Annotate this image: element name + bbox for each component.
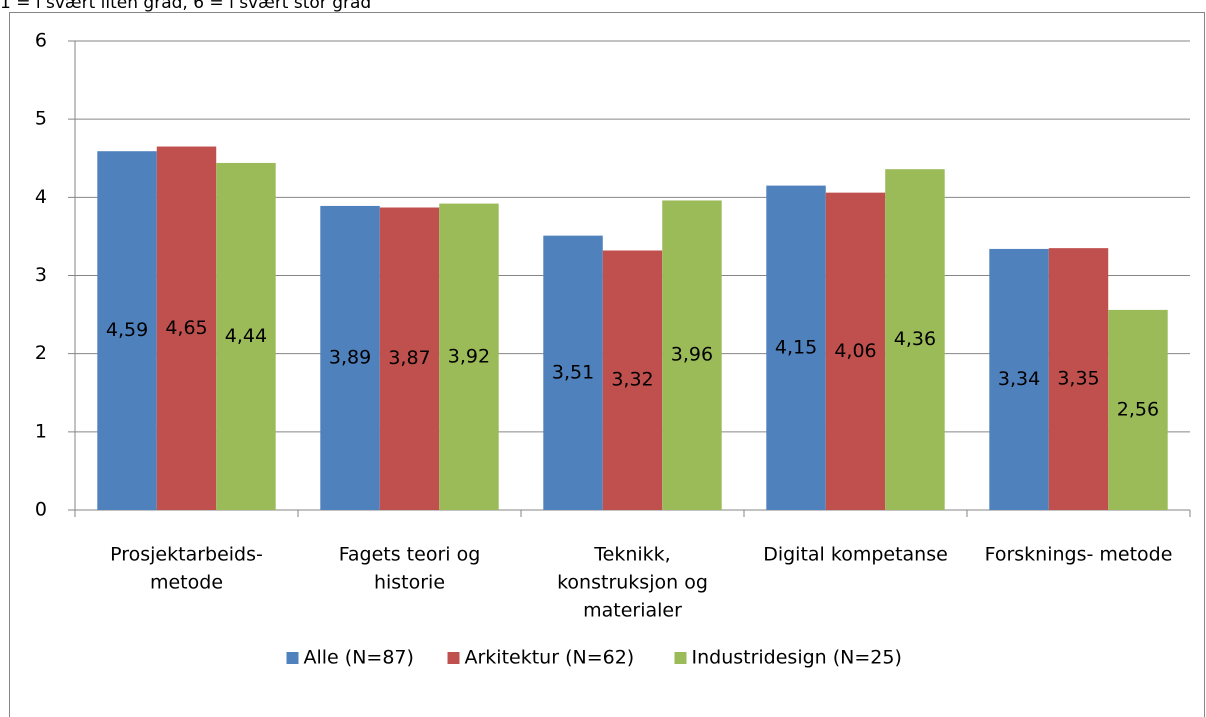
bar <box>216 162 276 510</box>
bar <box>602 250 663 510</box>
y-tick-label: 5 <box>35 108 47 130</box>
x-tick-label: Forsknings- metode <box>985 544 1173 566</box>
value-label: 3,96 <box>671 344 713 366</box>
x-tick-label: Digital kompetanse <box>763 544 948 566</box>
value-label: 3,51 <box>552 361 594 383</box>
y-tick-label: 0 <box>35 499 47 521</box>
value-label: 2,56 <box>1117 398 1159 420</box>
value-label: 4,65 <box>165 317 207 339</box>
value-label: 4,06 <box>834 340 876 362</box>
y-tick-label: 1 <box>35 420 47 442</box>
value-label: 3,92 <box>448 345 490 367</box>
value-label: 3,87 <box>388 347 430 369</box>
y-tick-label: 6 <box>35 30 47 52</box>
x-tick-label: Teknikk, <box>593 544 670 566</box>
value-label: 4,59 <box>106 319 148 341</box>
chart-subtitle: 1 = i svært liten grad, 6 = i svært stor… <box>0 0 371 13</box>
x-tick-label: konstruksjon og <box>557 572 708 594</box>
value-label: 4,44 <box>225 325 267 347</box>
value-label: 4,36 <box>894 328 936 350</box>
x-tick-label: metode <box>150 572 223 594</box>
bar <box>766 185 826 510</box>
bar <box>885 169 945 510</box>
legend-label: Industridesign (N=25) <box>692 647 902 669</box>
x-tick-label: Fagets teori og <box>339 544 481 566</box>
value-label: 3,32 <box>611 369 653 391</box>
bar <box>1048 248 1109 510</box>
value-label: 4,15 <box>775 336 817 358</box>
bar <box>320 205 380 510</box>
bar <box>825 192 886 511</box>
legend-swatch <box>286 652 299 664</box>
y-tick-label: 4 <box>35 186 47 208</box>
legend-swatch <box>674 652 687 664</box>
legend-label: Alle (N=87) <box>304 647 414 669</box>
legend-label: Arkitektur (N=62) <box>465 647 635 669</box>
y-tick-label: 3 <box>35 264 47 286</box>
value-label: 3,35 <box>1057 368 1099 390</box>
bar <box>543 235 603 510</box>
x-tick-label: historie <box>374 572 445 594</box>
value-label: 3,34 <box>998 368 1040 390</box>
bar <box>662 200 722 510</box>
y-tick-label: 2 <box>35 342 47 364</box>
bar <box>1108 309 1168 510</box>
bar <box>989 248 1049 510</box>
bar <box>97 151 157 510</box>
legend-swatch <box>447 652 460 664</box>
bar <box>439 203 499 510</box>
x-tick-label: Prosjektarbeids- <box>110 544 263 566</box>
value-label: 3,89 <box>329 346 371 368</box>
bar <box>156 146 217 510</box>
x-tick-label: materialer <box>583 600 682 622</box>
bar <box>379 207 440 510</box>
